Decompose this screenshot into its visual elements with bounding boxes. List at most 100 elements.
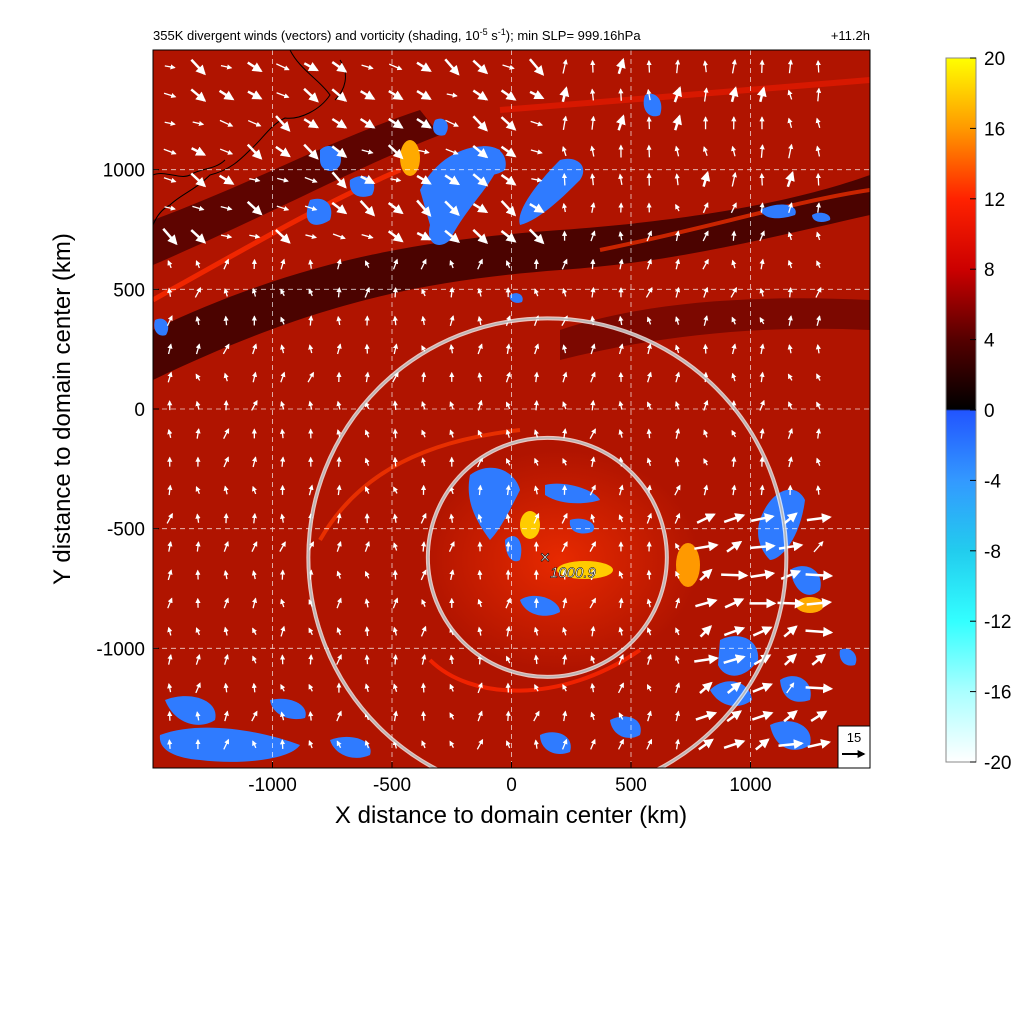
wind-vector [589, 541, 597, 552]
wind-vector [392, 626, 398, 636]
wind-vector [275, 229, 291, 244]
wind-vector [279, 569, 286, 580]
wind-vector [778, 739, 804, 750]
wind-vector [167, 654, 173, 665]
wind-vector [388, 117, 404, 129]
colorbar: 20 16 12 8 4 0 -4 -8 -12 -16 -20 [945, 49, 1011, 774]
wind-vector [699, 681, 713, 695]
wind-vector [674, 145, 680, 157]
wind-vector [703, 399, 709, 411]
wind-vector [750, 541, 776, 552]
wind-vector [167, 597, 173, 609]
wind-vector [195, 260, 201, 269]
wind-vector [805, 626, 834, 637]
wind-vector [220, 233, 233, 239]
wind-vector [251, 682, 257, 693]
wind-vector [562, 287, 568, 297]
wind-vector [392, 683, 398, 692]
wind-vector [646, 710, 652, 722]
negative-patch [610, 716, 641, 738]
wind-vector [449, 683, 455, 692]
wind-vector [759, 484, 765, 496]
wind-vector [646, 88, 652, 101]
wind-vector [533, 739, 539, 749]
negative-patch [509, 293, 523, 303]
wind-vector [163, 177, 177, 183]
wind-vector [392, 258, 399, 270]
wind-vector [195, 653, 201, 665]
wind-vector [618, 231, 624, 241]
wind-vector [590, 625, 596, 637]
wind-vector [500, 145, 517, 158]
wind-vector [674, 173, 680, 186]
wind-vector [646, 684, 652, 692]
x-tick-label: 500 [615, 775, 647, 796]
wind-vector [223, 653, 229, 665]
colorbar-tick-label: -12 [984, 612, 1011, 633]
wind-vector [280, 711, 286, 721]
wind-vector [303, 118, 320, 129]
wind-vector [360, 174, 376, 185]
low-vorticity-band [560, 298, 870, 360]
wind-vector [674, 456, 680, 467]
wind-vector [303, 61, 319, 72]
y-tick-label: -500 [107, 520, 145, 541]
wind-vector [195, 486, 201, 495]
wind-vector [303, 87, 319, 103]
wind-vector [703, 484, 709, 496]
wind-vector [387, 230, 404, 243]
wind-vector [647, 401, 652, 410]
colorbar-tick-label: 16 [984, 119, 1005, 140]
wind-vector [533, 485, 539, 495]
wind-vector [675, 682, 681, 694]
wind-vector [393, 486, 398, 494]
vorticity-max [676, 543, 700, 587]
wind-vector [731, 429, 737, 438]
wind-vector [731, 59, 737, 74]
wind-vector [533, 512, 540, 524]
wind-vector [308, 654, 314, 665]
wind-vector [562, 626, 568, 636]
wind-vector [590, 399, 596, 411]
wind-vector [787, 259, 793, 269]
wind-vector [531, 177, 543, 183]
wind-vector [252, 485, 257, 495]
wind-vector [416, 231, 432, 241]
wind-vector [675, 59, 681, 74]
wind-vector [392, 710, 399, 722]
wind-vector [815, 428, 822, 439]
wind-vector [279, 513, 286, 523]
wind-vector [562, 371, 568, 383]
wind-vector [195, 343, 201, 355]
wind-vector [674, 484, 681, 496]
wind-vector [472, 115, 488, 132]
wind-vector [304, 176, 318, 183]
wind-vector [223, 287, 229, 297]
wind-vector [472, 144, 489, 159]
wind-vector [252, 343, 258, 355]
wind-vector [280, 344, 286, 354]
wind-vector [529, 90, 545, 100]
wind-vector [192, 120, 205, 127]
wind-vector [449, 286, 455, 298]
wind-vector [502, 64, 515, 70]
negative-patch [760, 204, 796, 219]
wind-vector [559, 86, 570, 103]
wind-vector [505, 740, 511, 749]
wind-vector [163, 92, 177, 98]
colorbar-tick-label: 20 [984, 49, 1005, 70]
wind-vector [787, 202, 793, 213]
wind-vector [364, 654, 370, 665]
wind-vector [223, 258, 229, 270]
wind-vector [700, 170, 711, 187]
wind-vector [364, 260, 370, 268]
wind-vector [589, 428, 596, 439]
y-tick-label: -1000 [96, 639, 145, 660]
wind-vector [728, 86, 739, 103]
wind-vector [534, 288, 539, 297]
wind-vector [695, 710, 718, 721]
wind-vector [392, 287, 398, 298]
wind-vector [220, 64, 233, 70]
high-vorticity-streak [318, 428, 521, 541]
colorbar-tick-label: 0 [984, 401, 995, 422]
